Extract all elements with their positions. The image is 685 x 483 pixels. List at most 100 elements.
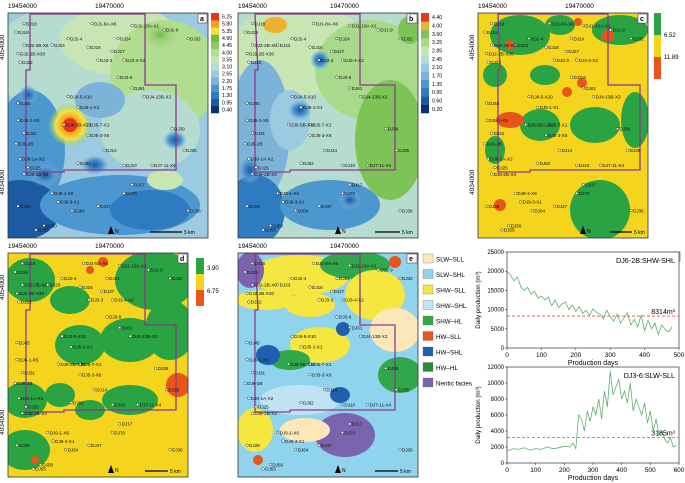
well-marker [493,165,497,169]
well-label: DJ9-3-X1 [285,439,305,444]
well-marker [340,430,344,434]
panel-letter-e: e [409,256,413,263]
panel-b: 19454000 19470000 b N 5 km 0.20 0.60 0.95 1… [237,3,442,239]
well-label: DJ2-2B-X6 [494,43,517,48]
well-marker [544,45,548,49]
legend-b-swatch [421,96,429,105]
well-label: DJ18 [26,21,37,26]
well-label: DJ8-1A-X2 [251,157,274,162]
x-tick-label: 600 [674,467,685,474]
well-label: DJ23 [517,43,528,48]
well-label: DJ31 [24,370,35,375]
well-label: DJ16 [312,285,323,290]
well-marker [118,326,122,330]
well-marker [15,358,19,362]
well-label: DJ14 [326,387,337,392]
well-label: DJ31 [494,131,505,136]
well-marker [592,95,596,99]
well-label: DJ28 [489,204,500,209]
svg-text:5 km: 5 km [184,230,195,236]
well-label: DJ8-1A-X2 [490,157,513,162]
well-marker [24,405,28,409]
well-label: DJ31 [26,131,37,136]
well-marker [570,37,574,41]
well-marker [100,289,104,293]
well-marker [575,163,579,167]
well-label: DJ50 [272,223,283,228]
well-label: DJ64 [298,447,309,452]
block-boundary [25,13,177,173]
well-label: DJ5-3-X6 [312,133,332,138]
well-label: DJ3-6 [120,75,133,80]
legend-b-swatch [421,54,429,64]
well-label: DJ6-1-X5 [19,358,39,363]
x-tick-label: 200 [570,352,581,359]
well-marker [348,24,352,28]
legend-e-swatch [422,346,434,357]
well-label: DJ62 [303,161,314,166]
well-marker [116,37,120,41]
well-marker [317,58,321,62]
block-boundary [25,253,177,413]
well-marker [20,371,24,375]
well-label: DJ25 [258,405,269,410]
well-label: DJ1-8A-X6 [316,261,339,266]
well-marker [150,163,154,167]
svg-text:5 km: 5 km [402,230,413,236]
well-marker [20,283,24,287]
well-marker [524,122,528,126]
well-marker [340,403,344,407]
well-marker [56,200,60,204]
coord-x-left: 19454000 [8,243,37,250]
well-label: DJ32 [402,276,413,281]
scale-bar-d: 5 km [145,469,181,475]
x-axis-label: Production days [568,475,619,482]
well-marker [16,118,20,122]
legend-b-value: 4.40 [432,15,442,21]
well-marker [483,142,487,146]
map-c-frame [477,12,649,239]
coord-y-upper: 4054000 [0,274,6,300]
well-label: DJ1-9 [380,28,393,33]
well-marker [536,105,540,109]
well-marker [598,163,602,167]
panel-f: f 01002003004005000500010000150002000025… [475,250,685,482]
well-label: DJ1-10A-X1 [122,263,147,268]
production-series-line [506,270,673,336]
well-marker [18,60,22,64]
well-marker [581,86,585,90]
coord-x-right: 19470000 [95,243,124,250]
well-label: DJ17 [585,183,596,188]
well-marker [247,300,251,304]
well-marker [290,276,294,280]
x-tick-label: 0 [505,352,509,359]
well-marker [483,30,487,34]
well-label: DJ45 [489,101,500,106]
well-label: DJ45 [249,340,260,345]
well-marker [16,204,20,208]
well-label: DJ1-9 [613,28,626,33]
well-marker [626,148,630,152]
legend-a: 0.400.951.301.752.202.653.10 3.554.004.45… [211,13,232,113]
well-label: DJ36 [172,447,183,452]
well-label: DJ3-3 [321,58,334,63]
legend-a-swatch [211,20,219,28]
well-marker [308,373,312,377]
legend-e-swatch [422,315,434,326]
well-label: DJ7-11-X4 [370,402,392,407]
well-label: DJ24 [339,36,350,41]
well-label: DJ24 [339,276,350,281]
well-label: DJ6-5B-X10 [528,122,553,127]
well-label: DJ8-2B-X3 [24,411,47,416]
well-marker [250,411,254,415]
well-label: DJ64 [534,208,545,213]
y-tick-label: 10000 [487,381,504,387]
well-label: DJ31 [254,131,265,136]
legend-c: 6.52 11.89 [654,13,679,79]
well-label: DJ47 [557,204,568,209]
well-label: DJ4-13B-X3 [362,334,387,339]
well-label: DJ9-1-X6 [280,430,300,435]
well-marker [250,131,254,135]
legend-e-label: HW–SLL [436,334,462,341]
legend-b-value: 3.25 [432,40,442,46]
